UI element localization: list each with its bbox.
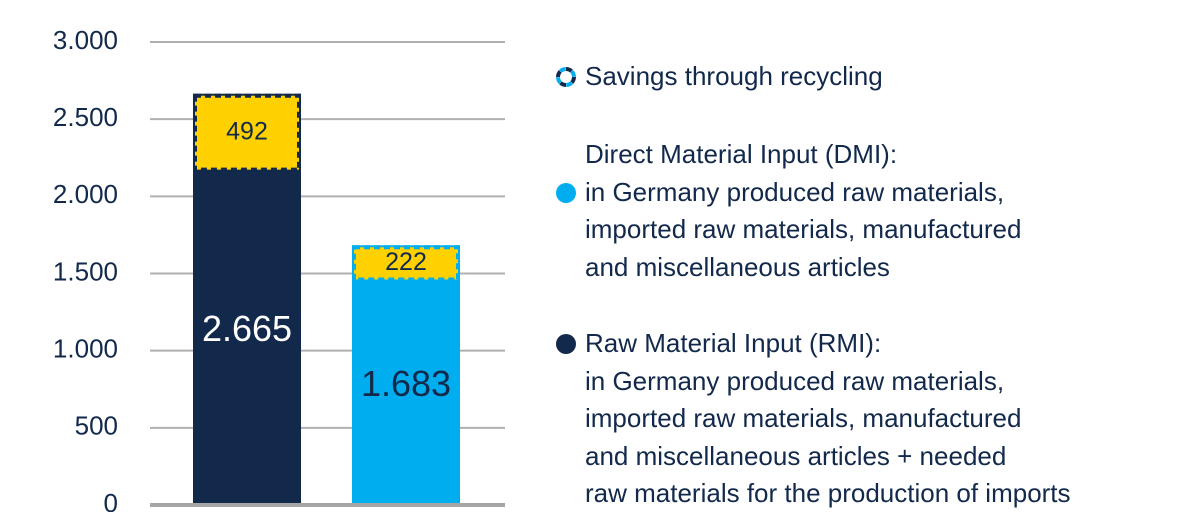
legend-label: Direct Material Input (DMI): in Germany … [585,139,1022,282]
y-tick-label: 500 [75,411,118,441]
marker-ring [556,67,576,87]
value-label: 2.665 [202,308,292,349]
savings-segment [193,93,301,172]
marker-ring [556,67,576,87]
legend-entry: Direct Material Input (DMI): in Germany … [556,136,1022,286]
legend-entry: Raw Material Input (RMI): in Germany pro… [556,325,1071,512]
savings-segment [352,245,460,282]
y-tick-label: 3.000 [53,25,118,55]
y-tick-label: 2.000 [53,179,118,209]
legend-marker [556,67,576,87]
value-label: 1.683 [361,363,451,404]
marker-dot [556,334,576,354]
y-tick-label: 1.000 [53,334,118,364]
legend-marker [556,334,576,354]
y-tick-label: 0 [104,488,118,512]
marker-dot [556,182,576,203]
savings-label: 222 [385,248,427,276]
legend-marker [556,182,576,203]
y-tick-label: 2.500 [53,102,118,132]
savings-label: 492 [226,117,268,145]
bar [352,245,460,505]
legend-label: Savings through recycling [585,61,883,91]
y-tick-label: 1.500 [53,256,118,286]
legend-entry: Savings through recycling [556,58,883,96]
legend-label: Raw Material Input (RMI): in Germany pro… [585,328,1071,508]
